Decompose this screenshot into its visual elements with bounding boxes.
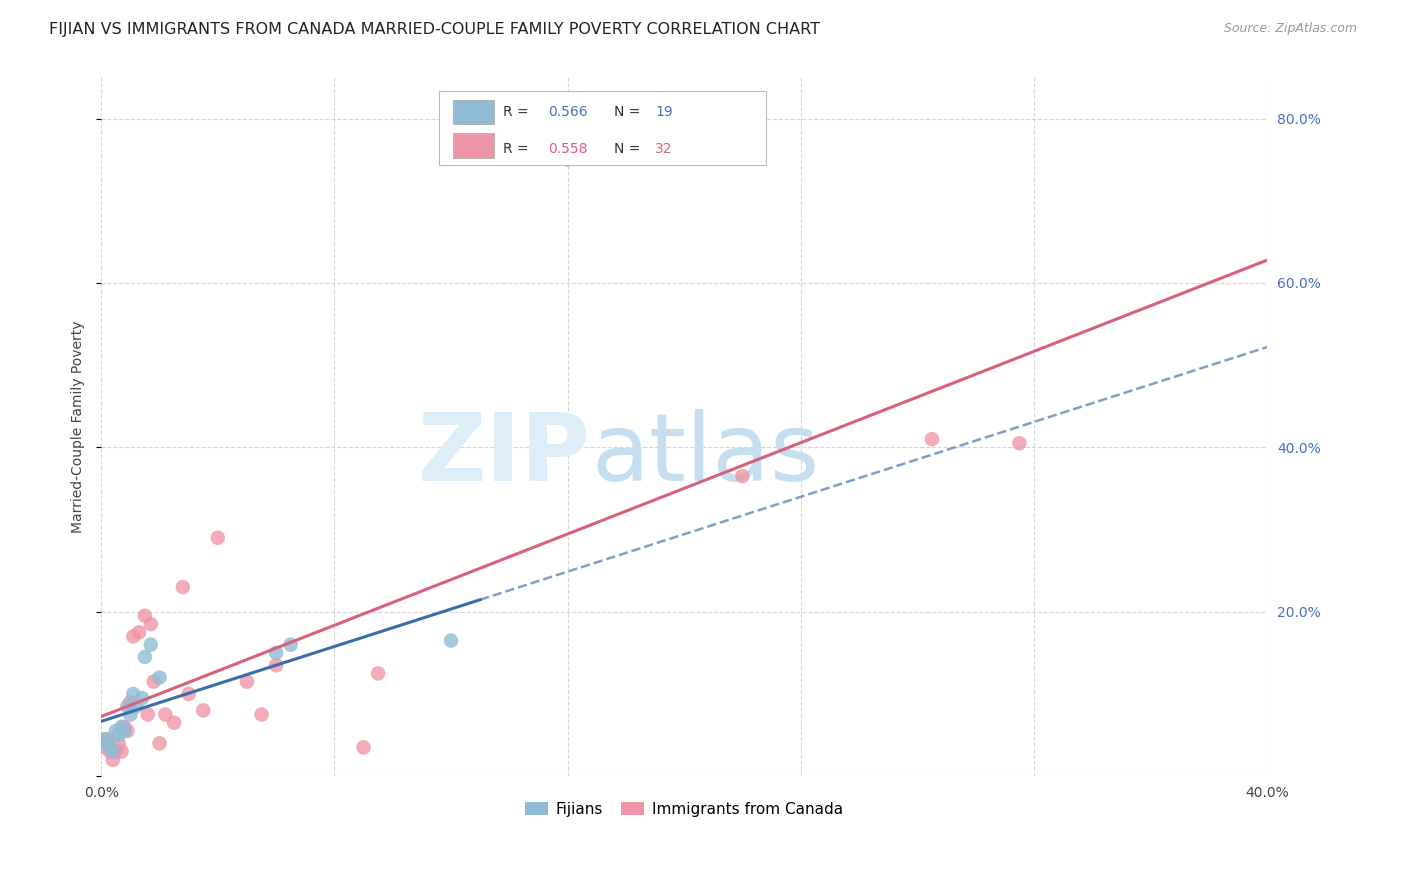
Point bbox=[236, 674, 259, 689]
FancyBboxPatch shape bbox=[453, 133, 494, 158]
Point bbox=[98, 745, 121, 759]
Point bbox=[155, 707, 177, 722]
Point bbox=[114, 723, 136, 738]
Y-axis label: Married-Couple Family Poverty: Married-Couple Family Poverty bbox=[72, 320, 86, 533]
Point bbox=[117, 699, 139, 714]
Point bbox=[104, 745, 127, 759]
Point bbox=[104, 723, 127, 738]
Point bbox=[117, 723, 139, 738]
Point bbox=[177, 687, 200, 701]
Point bbox=[731, 469, 754, 483]
Point bbox=[148, 736, 170, 750]
Text: N =: N = bbox=[614, 143, 645, 156]
Point bbox=[122, 629, 145, 643]
Text: 19: 19 bbox=[655, 104, 672, 119]
Point bbox=[107, 728, 129, 742]
Point bbox=[264, 646, 287, 660]
Point bbox=[107, 736, 129, 750]
Point bbox=[1008, 436, 1031, 450]
Point bbox=[136, 707, 159, 722]
Point bbox=[193, 703, 215, 717]
Point bbox=[163, 715, 186, 730]
Point bbox=[264, 658, 287, 673]
Point bbox=[128, 625, 150, 640]
FancyBboxPatch shape bbox=[453, 100, 494, 124]
Point bbox=[110, 720, 132, 734]
Point bbox=[250, 707, 273, 722]
Point bbox=[96, 736, 118, 750]
Text: N =: N = bbox=[614, 104, 645, 119]
Point bbox=[93, 732, 115, 747]
Point bbox=[921, 432, 943, 446]
Point bbox=[280, 638, 302, 652]
Point bbox=[440, 633, 463, 648]
Point bbox=[172, 580, 194, 594]
Point bbox=[101, 753, 124, 767]
Point bbox=[110, 745, 132, 759]
FancyBboxPatch shape bbox=[439, 91, 766, 165]
Point bbox=[367, 666, 389, 681]
Legend: Fijians, Immigrants from Canada: Fijians, Immigrants from Canada bbox=[517, 794, 851, 824]
Text: ZIP: ZIP bbox=[418, 409, 591, 500]
Text: FIJIAN VS IMMIGRANTS FROM CANADA MARRIED-COUPLE FAMILY POVERTY CORRELATION CHART: FIJIAN VS IMMIGRANTS FROM CANADA MARRIED… bbox=[49, 22, 820, 37]
Point bbox=[139, 638, 162, 652]
Text: 32: 32 bbox=[655, 143, 672, 156]
Point bbox=[125, 699, 148, 714]
Point bbox=[96, 732, 118, 747]
Text: 0.566: 0.566 bbox=[548, 104, 588, 119]
Point bbox=[131, 691, 153, 706]
Point bbox=[93, 740, 115, 755]
Point bbox=[148, 671, 170, 685]
Point bbox=[142, 674, 165, 689]
Point bbox=[98, 740, 121, 755]
Point bbox=[557, 153, 579, 167]
Point bbox=[120, 707, 142, 722]
Point bbox=[134, 650, 156, 665]
Text: R =: R = bbox=[503, 104, 533, 119]
Text: 0.558: 0.558 bbox=[548, 143, 588, 156]
Point bbox=[120, 695, 142, 709]
Text: Source: ZipAtlas.com: Source: ZipAtlas.com bbox=[1223, 22, 1357, 36]
Point bbox=[122, 687, 145, 701]
Point bbox=[353, 740, 375, 755]
Point bbox=[114, 720, 136, 734]
Text: R =: R = bbox=[503, 143, 533, 156]
Point bbox=[207, 531, 229, 545]
Text: atlas: atlas bbox=[591, 409, 820, 500]
Point bbox=[101, 745, 124, 759]
Point bbox=[134, 608, 156, 623]
Point bbox=[139, 617, 162, 632]
